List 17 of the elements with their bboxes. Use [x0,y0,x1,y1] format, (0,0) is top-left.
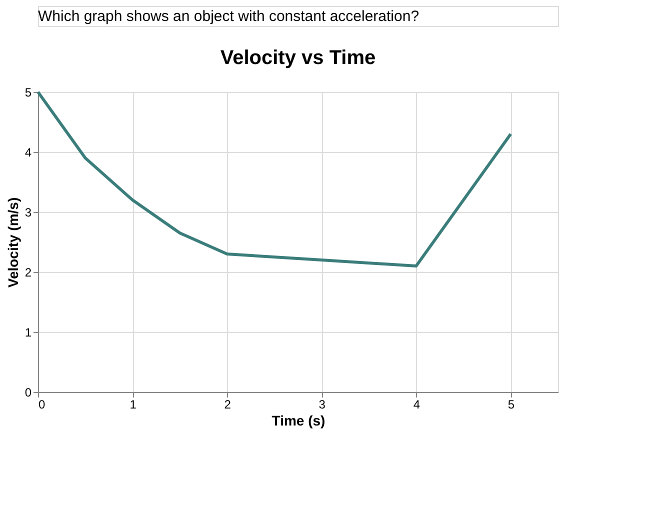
x-tick-label: 0 [38,398,46,412]
y-tick-label: 4 [24,146,32,160]
line-series [36,90,512,268]
y-tick-label: 3 [24,206,32,220]
y-axis-title: Velocity (m/s) [4,197,21,288]
y-tick-label: 2 [24,266,32,280]
chart-title: Velocity vs Time [220,47,376,69]
y-tick-label: 0 [24,386,32,400]
x-tick-label: 2 [224,398,232,412]
y-tick-label: 5 [24,86,32,100]
x-tick-label: 3 [318,398,326,412]
y-tick-label: 1 [24,326,32,340]
text: Which graph shows an object with constant acceleration? [38,8,420,25]
x-axis-title: Time (s) [272,412,326,428]
x-tick-label: 5 [508,398,515,412]
x-tick-label: 1 [130,398,137,412]
x-tick-label: 4 [413,398,420,412]
